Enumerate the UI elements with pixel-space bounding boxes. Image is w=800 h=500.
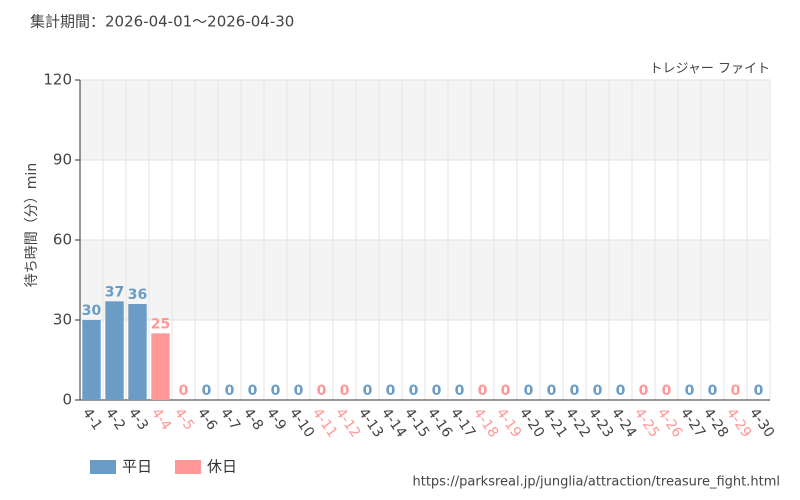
x-tick-label: 4-3 bbox=[125, 405, 151, 433]
value-label: 0 bbox=[754, 383, 764, 399]
value-label: 0 bbox=[202, 383, 212, 399]
chart-title: 集計期間：2026-04-01～2026-04-30 bbox=[30, 13, 294, 31]
chart-subtitle: トレジャー ファイト bbox=[650, 62, 770, 77]
value-label: 36 bbox=[128, 287, 147, 303]
value-label: 0 bbox=[386, 383, 396, 399]
x-tick-label: 4-27 bbox=[677, 405, 708, 440]
x-tick-label: 4-2 bbox=[102, 405, 128, 433]
x-tick-label: 4-4 bbox=[148, 405, 174, 433]
x-tick-label: 4-22 bbox=[562, 405, 593, 440]
value-label: 0 bbox=[294, 383, 304, 399]
value-label: 0 bbox=[662, 383, 672, 399]
value-label: 0 bbox=[501, 383, 511, 399]
value-label: 0 bbox=[271, 383, 281, 399]
x-tick-label: 4-1 bbox=[79, 405, 105, 433]
y-tick-label: 30 bbox=[53, 311, 72, 329]
y-tick-label: 0 bbox=[62, 391, 72, 409]
value-label: 0 bbox=[616, 383, 626, 399]
bar bbox=[128, 304, 147, 400]
x-tick-label: 4-13 bbox=[355, 405, 386, 440]
value-label: 0 bbox=[570, 383, 580, 399]
y-tick-label: 60 bbox=[53, 231, 72, 249]
value-label: 0 bbox=[340, 383, 350, 399]
value-label: 0 bbox=[731, 383, 741, 399]
x-tick-label: 4-17 bbox=[447, 405, 478, 440]
value-label: 0 bbox=[432, 383, 442, 399]
x-tick-label: 4-15 bbox=[401, 405, 432, 440]
x-tick-label: 4-7 bbox=[217, 405, 243, 433]
x-tick-label: 4-25 bbox=[631, 405, 662, 440]
value-label: 0 bbox=[363, 383, 373, 399]
value-label: 0 bbox=[708, 383, 718, 399]
value-label: 0 bbox=[248, 383, 258, 399]
bar bbox=[82, 320, 101, 400]
value-label: 0 bbox=[225, 383, 235, 399]
value-label: 0 bbox=[547, 383, 557, 399]
value-label: 0 bbox=[317, 383, 327, 399]
value-label: 0 bbox=[409, 383, 419, 399]
x-tick-label: 4-23 bbox=[585, 405, 616, 440]
x-tick-label: 4-20 bbox=[516, 405, 547, 440]
legend-label: 休日 bbox=[207, 458, 237, 476]
x-tick-label: 4-11 bbox=[309, 405, 340, 440]
x-tick-label: 4-28 bbox=[700, 405, 731, 440]
legend-label: 平日 bbox=[122, 458, 152, 476]
y-axis-label: 待ち時間（分）min bbox=[24, 163, 40, 287]
y-tick-label: 90 bbox=[53, 151, 72, 169]
value-label: 30 bbox=[82, 303, 102, 319]
x-tick-label: 4-16 bbox=[424, 405, 455, 440]
value-label: 0 bbox=[179, 383, 189, 399]
x-tick-label: 4-5 bbox=[171, 405, 197, 433]
value-label: 0 bbox=[685, 383, 695, 399]
x-tick-label: 4-9 bbox=[263, 405, 289, 433]
x-tick-label: 4-19 bbox=[493, 405, 524, 440]
value-label: 0 bbox=[478, 383, 488, 399]
bar bbox=[105, 301, 124, 400]
x-tick-label: 4-8 bbox=[240, 405, 266, 433]
x-tick-label: 4-14 bbox=[378, 405, 409, 440]
source-url: https://parksreal.jp/junglia/attraction/… bbox=[413, 475, 781, 490]
x-tick-label: 4-30 bbox=[746, 405, 777, 440]
x-tick-label: 4-21 bbox=[539, 405, 570, 440]
x-tick-label: 4-29 bbox=[723, 405, 754, 440]
x-tick-label: 4-10 bbox=[286, 405, 317, 440]
x-tick-label: 4-24 bbox=[608, 405, 639, 440]
legend-swatch bbox=[175, 460, 201, 474]
value-label: 0 bbox=[524, 383, 534, 399]
value-label: 0 bbox=[455, 383, 465, 399]
bar bbox=[151, 333, 170, 400]
x-tick-label: 4-12 bbox=[332, 405, 363, 440]
x-tick-label: 4-6 bbox=[194, 405, 220, 433]
legend-swatch bbox=[90, 460, 116, 474]
value-label: 0 bbox=[639, 383, 649, 399]
value-label: 0 bbox=[593, 383, 603, 399]
y-tick-label: 120 bbox=[43, 71, 72, 89]
value-label: 37 bbox=[105, 284, 124, 300]
x-tick-label: 4-18 bbox=[470, 405, 501, 440]
x-tick-label: 4-26 bbox=[654, 405, 685, 440]
value-label: 25 bbox=[151, 316, 170, 332]
